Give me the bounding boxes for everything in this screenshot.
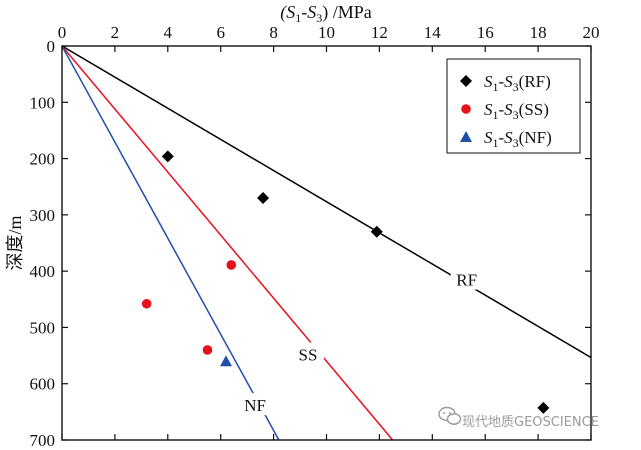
data-point-diamond (537, 401, 550, 414)
watermark: 现代地质GEOSCIENCE (438, 406, 599, 430)
legend: S1-S3(RF) S1-S3(SS) S1-S3(NF) (446, 58, 581, 154)
legend-marker-triangle (460, 131, 472, 142)
x-tick-label: 8 (269, 23, 278, 42)
legend-marker-circle (461, 104, 471, 114)
x-tick-label: 0 (58, 23, 67, 42)
wechat-icon (438, 406, 462, 425)
y-axis-ticks: 0 100 200 300 400 500 600 700 (30, 37, 591, 450)
y-tick-label: 600 (30, 375, 56, 394)
data-point-diamond (161, 150, 174, 163)
legend-label: S1-S3(SS) (484, 100, 549, 122)
data-point-circle (141, 298, 152, 309)
x-axis-ticks: 0 2 4 6 8 10 12 14 16 18 20 (58, 23, 600, 440)
reference-line-rf (62, 46, 591, 359)
watermark-text: 现代地质GEOSCIENCE (462, 415, 599, 430)
x-tick-label: 6 (216, 23, 225, 42)
x-tick-label: 2 (111, 23, 120, 42)
y-tick-label: 300 (30, 206, 56, 225)
line-label-rf: RF (456, 271, 477, 290)
x-tick-label: 12 (371, 23, 388, 42)
data-points (141, 150, 550, 414)
data-point-circle (226, 260, 237, 270)
x-tick-label: 18 (530, 23, 547, 42)
x-tick-label: 4 (164, 23, 173, 42)
x-tick-label: 20 (583, 23, 600, 42)
legend-label: S1-S3(RF) (484, 72, 551, 94)
y-tick-label: 0 (47, 37, 56, 56)
plot-frame (61, 45, 592, 441)
x-axis-title: (S1-S3) /MPa (280, 2, 372, 25)
line-label-bg (291, 342, 324, 365)
reference-line-nf (62, 46, 280, 440)
line-label-bg (239, 393, 272, 416)
line-label-nf: NF (244, 396, 266, 415)
y-tick-label: 100 (30, 93, 56, 112)
y-tick-label: 500 (30, 318, 56, 337)
legend-label: S1-S3(NF) (484, 128, 552, 150)
y-axis-title: 深度/m (5, 215, 25, 270)
line-label-ss: SS (299, 345, 318, 364)
reference-line-ss (62, 46, 394, 440)
x-tick-label: 10 (318, 23, 335, 42)
y-tick-label: 200 (30, 150, 56, 169)
x-tick-label: 16 (477, 23, 494, 42)
data-point-diamond (257, 191, 270, 204)
data-point-triangle (219, 355, 232, 367)
y-tick-label: 700 (30, 431, 56, 450)
reference-lines: RF SS NF (62, 46, 591, 440)
data-point-circle (202, 345, 213, 355)
line-label-bg (450, 267, 483, 290)
legend-marker-diamond (460, 75, 472, 87)
data-point-diamond (370, 225, 383, 238)
x-tick-label: 14 (424, 23, 442, 42)
y-tick-label: 400 (30, 262, 56, 281)
